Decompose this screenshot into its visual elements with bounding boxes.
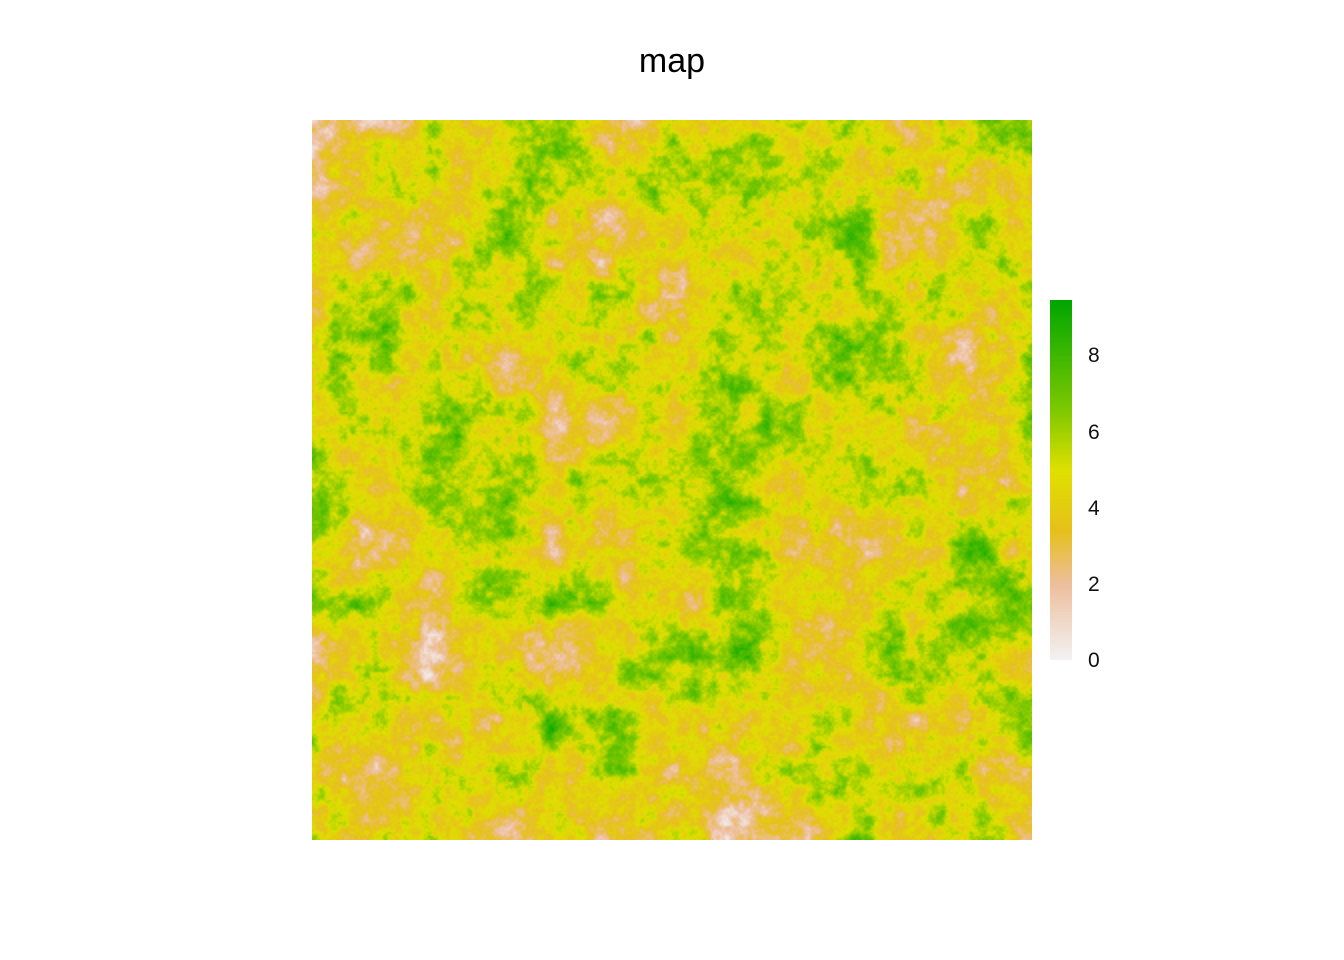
legend-tick-label: 6 — [1088, 422, 1100, 443]
map-title: map — [0, 42, 1344, 81]
raster-map — [312, 120, 1032, 840]
legend-tick-label: 8 — [1088, 345, 1100, 366]
colorbar — [1050, 300, 1072, 660]
legend-tick-label: 4 — [1088, 498, 1100, 519]
legend-tick-label: 0 — [1088, 650, 1100, 671]
legend-tick-label: 2 — [1088, 574, 1100, 595]
